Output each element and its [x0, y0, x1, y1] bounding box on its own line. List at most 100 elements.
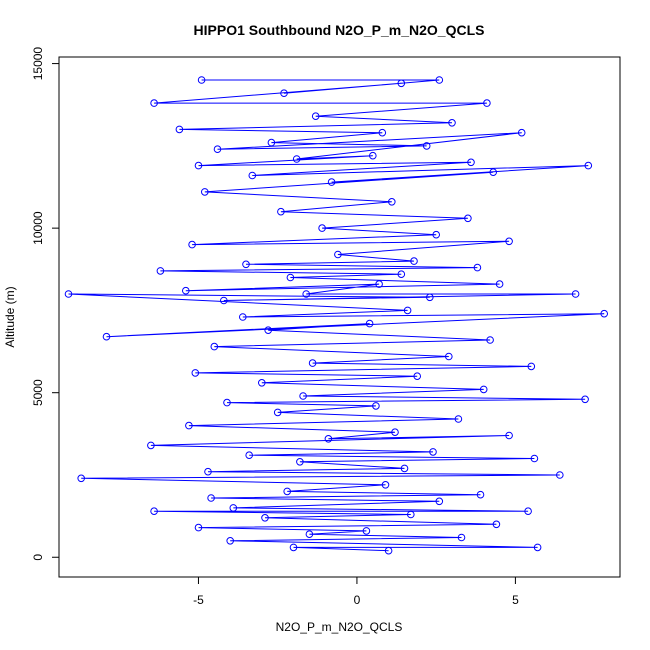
x-tick-label: -5	[193, 593, 204, 607]
data-point	[245, 451, 253, 460]
data-point	[258, 379, 266, 387]
data-point	[318, 224, 326, 232]
y-axis-label: Altitude (m)	[3, 286, 17, 347]
data-point	[467, 158, 475, 167]
data-point	[324, 435, 333, 443]
data-point	[381, 481, 390, 489]
data-point	[505, 431, 513, 440]
data-point	[362, 527, 371, 535]
data-point	[410, 257, 418, 265]
data-point	[197, 76, 206, 84]
data-point	[223, 398, 231, 407]
data-point	[334, 250, 342, 259]
data-point	[397, 79, 406, 88]
data-point	[77, 474, 85, 483]
data-point	[267, 138, 276, 147]
data-point	[445, 352, 453, 361]
data-point	[391, 428, 399, 437]
data-point	[213, 145, 222, 153]
data-point	[327, 178, 336, 186]
data-point	[505, 237, 513, 246]
plot-frame	[58, 56, 621, 578]
data-point	[486, 336, 494, 344]
data-point	[473, 263, 482, 272]
data-point	[527, 362, 536, 371]
data-point	[286, 273, 295, 282]
data-point	[242, 260, 250, 269]
data-point	[403, 306, 412, 315]
data-point	[194, 523, 203, 532]
data-point	[378, 128, 387, 137]
data-point	[372, 402, 380, 410]
data-point	[413, 372, 422, 381]
data-point	[517, 128, 526, 137]
data-point	[201, 188, 209, 196]
data-point	[188, 240, 196, 249]
data-point	[156, 267, 165, 275]
data-point	[571, 290, 580, 298]
data-point	[308, 359, 317, 367]
y-tick-label: 10000	[31, 211, 45, 245]
data-point	[239, 313, 247, 321]
data-point	[479, 385, 488, 394]
data-point	[432, 230, 441, 239]
data-point	[454, 415, 463, 423]
data-point	[584, 161, 593, 170]
data-point	[185, 421, 193, 430]
x-tick-label: 5	[512, 593, 519, 607]
data-point	[375, 280, 383, 288]
y-tick-label: 5000	[31, 379, 45, 406]
data-point	[311, 112, 320, 120]
data-point	[207, 494, 215, 502]
x-axis: -5 0 5	[193, 577, 519, 607]
data-point	[464, 214, 472, 223]
series-line	[68, 79, 605, 552]
data-point	[283, 487, 292, 496]
data-point	[397, 270, 406, 279]
data-point	[302, 290, 311, 298]
data-point	[292, 155, 301, 163]
data-point	[248, 171, 257, 180]
data-point	[489, 168, 498, 176]
data-point	[194, 161, 203, 170]
data-point	[289, 543, 298, 552]
data-point	[435, 497, 444, 506]
data-point	[261, 514, 269, 522]
data-point	[210, 342, 219, 351]
data-point	[220, 296, 228, 305]
data-point	[400, 464, 409, 473]
data-point	[407, 510, 415, 519]
data-point	[280, 89, 288, 97]
data-point	[533, 543, 542, 552]
data-point	[369, 151, 377, 160]
data-point	[175, 125, 184, 134]
data-point	[429, 448, 437, 456]
data-point	[299, 392, 307, 400]
data-point	[524, 507, 532, 516]
data-point	[457, 533, 466, 542]
x-axis-label: N2O_P_m_N2O_QCLS	[276, 620, 403, 634]
data-point	[448, 119, 456, 127]
data-point	[600, 309, 609, 318]
data-point	[296, 458, 304, 466]
data-point	[426, 293, 434, 302]
data-point	[204, 467, 212, 476]
data-point	[277, 207, 285, 216]
data-point	[483, 99, 491, 107]
x-tick-label: 0	[354, 593, 361, 607]
y-tick-label: 0	[31, 554, 45, 561]
data-point	[495, 280, 504, 288]
data-point	[64, 290, 73, 298]
data-point	[365, 319, 374, 328]
data-point	[191, 369, 200, 377]
data-point	[273, 408, 282, 417]
series-layer	[64, 76, 609, 555]
data-point	[388, 198, 396, 206]
data-point	[305, 530, 314, 539]
data-point	[581, 395, 589, 404]
data-point	[530, 454, 539, 463]
y-axis: 0 5000 10000 15000	[31, 47, 59, 561]
data-point	[150, 99, 158, 107]
data-point	[150, 507, 158, 516]
